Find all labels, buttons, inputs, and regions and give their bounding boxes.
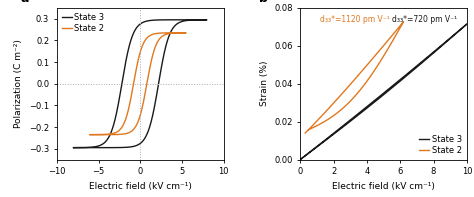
State 3 xyxy=(191,19,197,21)
State 3 xyxy=(401,76,407,79)
State 2 xyxy=(183,32,189,34)
State 2 xyxy=(344,103,350,106)
State 3 xyxy=(197,19,203,21)
Y-axis label: Strain (%): Strain (%) xyxy=(260,61,269,106)
Text: a: a xyxy=(20,0,29,5)
State 2 xyxy=(382,43,388,45)
State 2 xyxy=(347,100,353,102)
State 2 xyxy=(306,128,311,131)
State 3 xyxy=(365,107,370,109)
State 3 xyxy=(71,146,76,149)
Line: State 2: State 2 xyxy=(90,33,186,135)
State 2 xyxy=(87,133,93,136)
State 2 xyxy=(113,131,118,134)
State 2 xyxy=(152,33,158,35)
State 2 xyxy=(174,32,180,34)
State 2 xyxy=(401,20,406,23)
State 2 xyxy=(322,111,328,113)
Legend: State 3, State 2: State 3, State 2 xyxy=(419,134,463,155)
State 3 xyxy=(297,158,303,161)
State 2 xyxy=(178,32,184,34)
Legend: State 3, State 2: State 3, State 2 xyxy=(61,12,105,33)
State 3 xyxy=(204,19,210,21)
State 3 xyxy=(371,102,376,104)
State 2 xyxy=(120,125,126,127)
State 3 xyxy=(186,19,192,21)
State 2 xyxy=(171,32,176,34)
Text: b: b xyxy=(258,0,267,5)
State 3 xyxy=(71,146,76,149)
State 2 xyxy=(87,133,93,136)
State 2 xyxy=(365,79,371,81)
Line: State 2: State 2 xyxy=(305,22,403,133)
State 3 xyxy=(432,49,438,52)
State 3 xyxy=(106,136,112,138)
State 3 xyxy=(116,102,121,104)
Line: State 3: State 3 xyxy=(73,20,207,148)
State 3 xyxy=(297,158,303,161)
Y-axis label: Polarization (C m⁻²): Polarization (C m⁻²) xyxy=(14,39,23,128)
State 3 xyxy=(331,132,337,134)
Line: State 3: State 3 xyxy=(300,24,467,160)
State 3 xyxy=(161,19,166,21)
X-axis label: Electric field (kV cm⁻¹): Electric field (kV cm⁻¹) xyxy=(89,182,191,191)
State 2 xyxy=(389,34,395,37)
Text: d₃₃*=1120 pm V⁻¹: d₃₃*=1120 pm V⁻¹ xyxy=(320,16,390,24)
State 3 xyxy=(444,39,450,42)
X-axis label: Electric field (kV cm⁻¹): Electric field (kV cm⁻¹) xyxy=(332,182,435,191)
Text: d₃₃*=720 pm V⁻¹: d₃₃*=720 pm V⁻¹ xyxy=(392,16,457,24)
State 2 xyxy=(302,132,308,134)
State 3 xyxy=(464,23,470,25)
